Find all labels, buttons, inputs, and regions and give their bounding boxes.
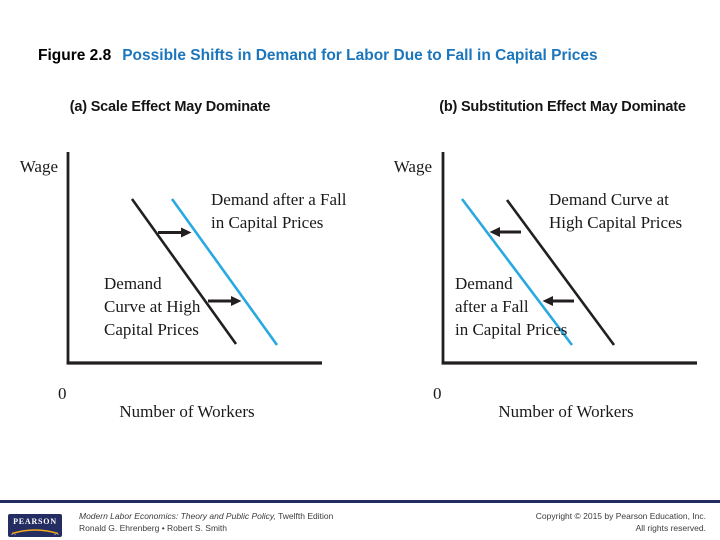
footer-divider bbox=[0, 500, 720, 503]
book-edition: Twelfth Edition bbox=[275, 511, 334, 521]
panel-b-plot bbox=[441, 152, 697, 365]
panel-a-shift-arrow-upper bbox=[158, 227, 192, 238]
footer-book-title-line: Modern Labor Economics: Theory and Publi… bbox=[79, 510, 333, 522]
footer-authors: Ronald G. Ehrenberg • Robert S. Smith bbox=[79, 523, 228, 533]
panel-b-header: (b) Substitution Effect May Dominate bbox=[439, 99, 686, 115]
panel-b-shift-arrow-upper bbox=[489, 227, 521, 237]
panel-a-demand-curve-high-capital-prices bbox=[130, 198, 238, 345]
panel-a-plot bbox=[66, 152, 322, 365]
panel-b-demand-curve-after-fall bbox=[460, 198, 574, 346]
panel-b-origin-label: 0 bbox=[433, 384, 442, 403]
copyright-line-2: All rights reserved. bbox=[635, 523, 706, 533]
panel-a-black-curve-label: Demand Curve at High Capital Prices bbox=[104, 274, 201, 339]
panel-b-black-curve-label: Demand Curve at High Capital Prices bbox=[549, 190, 683, 232]
panel-b-demand-curve-high-capital-prices bbox=[505, 199, 616, 346]
copyright-line-1: Copyright © 2015 by Pearson Education, I… bbox=[535, 511, 706, 521]
panel-a-blue-curve-label: Demand after a Fall in Capital Prices bbox=[211, 190, 347, 232]
panel-a-shift-arrow-lower bbox=[208, 296, 242, 306]
footer-copyright: Copyright © 2015 by Pearson Education, I… bbox=[536, 510, 706, 534]
panel-a-x-axis-label: Number of Workers bbox=[119, 402, 255, 421]
figure-number: Figure 2.8 bbox=[38, 47, 112, 64]
panel-b-blue-curve-label: Demand after a Fall in Capital Prices bbox=[455, 274, 568, 339]
panel-a-y-axis-label: Wage bbox=[19, 157, 58, 176]
panel-a-header: (a) Scale Effect May Dominate bbox=[69, 99, 271, 115]
panel-a-demand-curve-after-fall bbox=[170, 198, 279, 346]
pearson-logo-text: PEARSON bbox=[13, 517, 57, 526]
book-title: Modern Labor Economics: Theory and Publi… bbox=[79, 511, 276, 521]
panel-b-shift-arrow-lower bbox=[542, 296, 574, 306]
footer-book-info: Modern Labor Economics: Theory and Publi… bbox=[79, 510, 333, 534]
panel-a-origin-label: 0 bbox=[58, 384, 67, 403]
panel-b-y-axis-label: Wage bbox=[393, 157, 432, 176]
pearson-logo: PEARSON bbox=[8, 514, 62, 537]
figure-title: Figure 2.8 Possible Shifts in Demand for … bbox=[38, 47, 598, 65]
panel-b-x-axis-label: Number of Workers bbox=[498, 402, 634, 421]
figure-caption: Possible Shifts in Demand for Labor Due … bbox=[122, 47, 598, 64]
pearson-logo-swoosh-icon bbox=[11, 529, 59, 535]
